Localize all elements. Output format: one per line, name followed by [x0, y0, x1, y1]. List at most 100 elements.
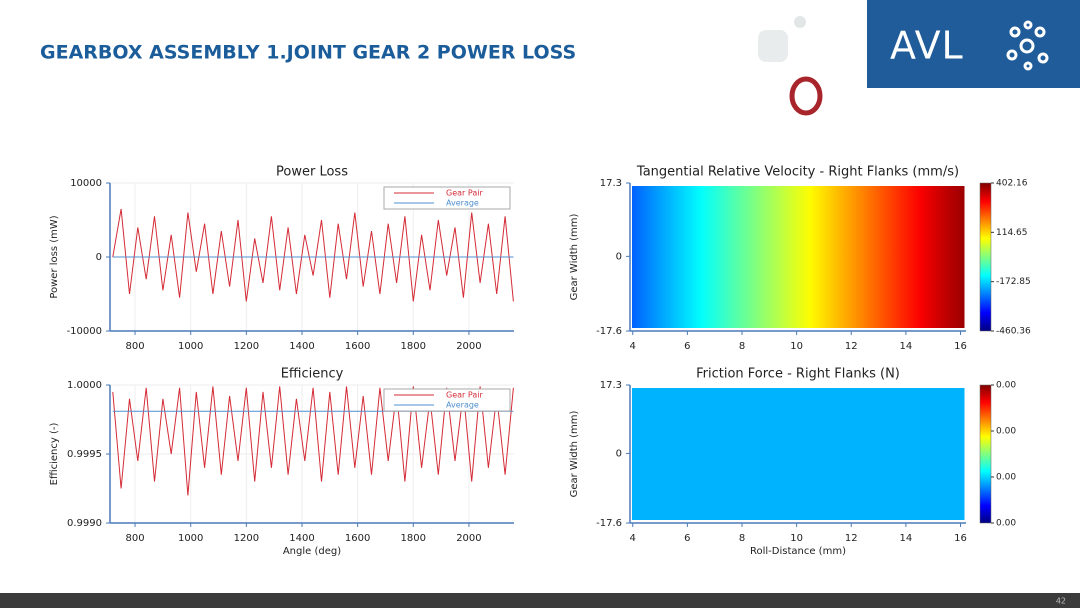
logo-box	[867, 0, 1080, 88]
y-tick-label: 1.0000	[67, 380, 102, 391]
heatmap-cell	[728, 388, 757, 520]
y-tick-label: 0	[616, 251, 622, 262]
heatmap-cell	[810, 186, 839, 328]
heatmap-cell	[919, 186, 948, 328]
x-tick-label: 10	[790, 341, 803, 352]
x-tick-label: 1800	[401, 533, 426, 544]
colorbar	[979, 384, 992, 524]
legend-label: Gear Pair	[446, 391, 483, 400]
logo-text: AVL	[890, 24, 964, 68]
colorbar-tick-label: 0.00	[996, 473, 1016, 483]
heatmap-cell	[864, 388, 893, 520]
heatmap-cell	[755, 186, 784, 328]
x-tick-label: 2000	[456, 341, 481, 352]
heatmap-cell	[864, 186, 893, 328]
heatmap-cell	[782, 186, 811, 328]
x-tick-label: 1000	[178, 341, 203, 352]
y-axis-label: Efficiency (-)	[49, 423, 60, 486]
colorbar-tick-label: 0.00	[996, 381, 1016, 391]
heatmap-cell	[946, 388, 965, 520]
chart-title: Tangential Relative Velocity - Right Fla…	[636, 165, 959, 180]
x-tick-label: 12	[845, 533, 858, 544]
series-line	[112, 386, 514, 496]
x-tick-label: 800	[125, 341, 144, 352]
heatmap-cell	[892, 388, 921, 520]
legend-label: Average	[446, 401, 479, 410]
x-tick-label: 1000	[178, 533, 203, 544]
legend-label: Average	[446, 199, 479, 208]
x-tick-label: 14	[900, 341, 913, 352]
x-tick-label: 16	[954, 533, 967, 544]
y-tick-label: 0	[616, 448, 622, 459]
heatmap-cell	[782, 388, 811, 520]
chart-title: Power Loss	[276, 165, 348, 180]
y-tick-label: 0	[96, 252, 102, 263]
x-tick-label: 10	[790, 533, 803, 544]
series-line	[112, 208, 514, 302]
colorbar-tick-label: 114.65	[996, 228, 1028, 238]
colorbar-tick-label: 0.00	[996, 519, 1016, 529]
heatmap-cell	[701, 186, 729, 328]
x-tick-label: 16	[954, 341, 967, 352]
heatmap-cell	[892, 186, 921, 328]
legend-label: Gear Pair	[446, 189, 483, 198]
heatmap-cell	[755, 388, 784, 520]
x-tick-label: 2000	[456, 533, 481, 544]
x-tick-label: 1600	[345, 341, 370, 352]
y-axis-label: Gear Width (mm)	[569, 213, 580, 300]
heatmap-cell	[837, 388, 866, 520]
heatmap-cell	[646, 186, 675, 328]
heatmap-cell	[632, 388, 647, 520]
x-tick-label: 12	[845, 341, 858, 352]
y-tick-label: -10000	[67, 326, 102, 337]
y-tick-label: 0.9995	[67, 449, 102, 460]
colorbar	[979, 182, 992, 332]
y-axis-label: Power loss (mW)	[49, 215, 60, 298]
y-tick-label: 17.3	[600, 178, 622, 189]
x-tick-label: 1200	[234, 533, 259, 544]
colorbar-tick-label: 402.16	[996, 179, 1028, 189]
x-tick-label: 1400	[289, 533, 314, 544]
heatmap-cell	[837, 186, 866, 328]
y-tick-label: -17.6	[596, 326, 622, 337]
chart-title: Friction Force - Right Flanks (N)	[696, 367, 900, 382]
y-tick-label: 17.3	[600, 380, 622, 391]
x-tick-label: 1800	[401, 341, 426, 352]
y-tick-label: -17.6	[596, 518, 622, 529]
gear-image	[758, 16, 823, 116]
heatmap-cell	[728, 186, 757, 328]
x-tick-label: 6	[684, 533, 690, 544]
x-tick-label: 6	[684, 341, 690, 352]
y-axis-label: Gear Width (mm)	[569, 410, 580, 497]
logo-icon	[1006, 20, 1049, 71]
x-tick-label: 1400	[289, 341, 314, 352]
heatmap-cell	[632, 186, 647, 328]
y-tick-label: 10000	[70, 178, 102, 189]
heatmap-cell	[673, 186, 702, 328]
y-tick-label: 0.9990	[67, 518, 102, 529]
x-axis-label: Angle (deg)	[283, 546, 341, 557]
x-tick-label: 1200	[234, 341, 259, 352]
x-axis-label: Roll-Distance (mm)	[750, 546, 846, 557]
x-tick-label: 4	[630, 341, 636, 352]
x-tick-label: 4	[630, 533, 636, 544]
x-tick-label: 800	[125, 533, 144, 544]
x-tick-label: 1600	[345, 533, 370, 544]
heatmap-cell	[810, 388, 839, 520]
heatmap-cell	[646, 388, 675, 520]
colorbar-tick-label: -172.85	[996, 277, 1031, 287]
slide-title: GEARBOX ASSEMBLY 1.JOINT GEAR 2 POWER LO…	[40, 42, 576, 64]
page-number: 42	[1056, 597, 1066, 606]
chart-title: Efficiency	[281, 367, 344, 382]
footer-bar	[0, 593, 1080, 608]
heatmap-cell	[946, 186, 965, 328]
colorbar-tick-label: -460.36	[996, 327, 1031, 337]
heatmap-cell	[701, 388, 729, 520]
x-tick-label: 8	[739, 533, 745, 544]
colorbar-tick-label: 0.00	[996, 427, 1016, 437]
x-tick-label: 14	[900, 533, 913, 544]
heatmap-cell	[673, 388, 702, 520]
heatmap-cell	[919, 388, 948, 520]
